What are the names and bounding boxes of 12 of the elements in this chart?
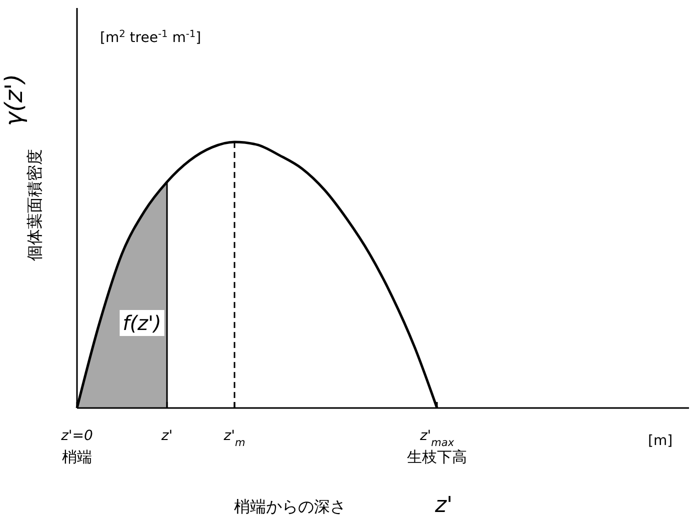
text: [m$^{2}$ tree$^{-1}$ m$^{-1}$] xyxy=(100,28,202,46)
annotation: 梢端 xyxy=(62,448,92,466)
text: [m] xyxy=(648,433,673,449)
x-tick-label: z'$_{max}$ xyxy=(418,428,455,449)
x-tick-label: z'$_{m}$ xyxy=(222,428,246,449)
x-tick-label: z' xyxy=(160,428,173,444)
annotation: 生枝下高 xyxy=(407,448,467,466)
text: z' xyxy=(434,493,453,518)
y-axis-title: 個体葉面積密度 xyxy=(25,149,44,261)
x-axis-title: 梢端からの深さ xyxy=(234,497,346,516)
text: γ(z') xyxy=(0,74,28,126)
x-tick-label: z'=0 xyxy=(60,428,94,444)
